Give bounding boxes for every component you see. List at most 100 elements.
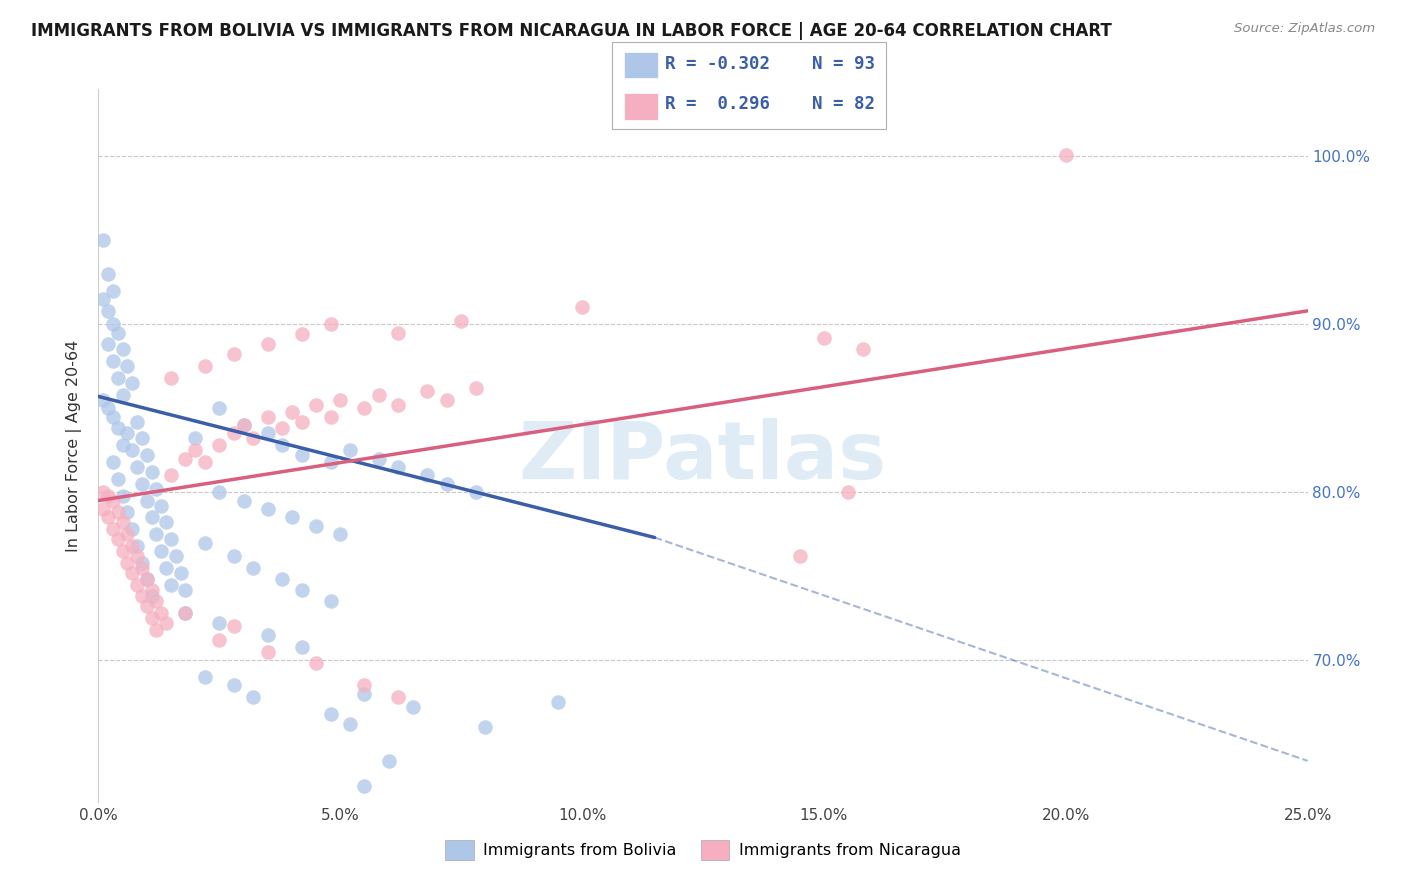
Point <box>474 720 496 734</box>
Point <box>319 409 342 424</box>
Point <box>402 700 425 714</box>
Point <box>150 499 173 513</box>
Point <box>91 502 114 516</box>
Point <box>329 527 352 541</box>
Point <box>121 443 143 458</box>
Point <box>131 432 153 446</box>
Point <box>290 327 312 342</box>
Point <box>174 582 197 597</box>
Point <box>256 337 278 351</box>
Point <box>145 482 167 496</box>
Point <box>141 611 163 625</box>
Point <box>305 518 328 533</box>
Point <box>242 690 264 704</box>
Point <box>174 606 197 620</box>
Point <box>97 337 120 351</box>
Point <box>145 527 167 541</box>
Point <box>242 432 264 446</box>
Point <box>131 476 153 491</box>
Point <box>290 448 312 462</box>
Point <box>121 566 143 580</box>
Point <box>194 455 217 469</box>
Point <box>111 388 134 402</box>
Point <box>160 532 183 546</box>
Point <box>436 476 458 491</box>
Point <box>101 493 124 508</box>
Point <box>339 717 361 731</box>
Point <box>141 465 163 479</box>
Point <box>117 505 139 519</box>
Point <box>242 560 264 574</box>
Point <box>339 443 361 458</box>
Point <box>194 535 217 549</box>
Point <box>464 485 486 500</box>
Point <box>117 426 139 441</box>
Point <box>97 401 120 416</box>
Point <box>208 616 231 631</box>
Point <box>141 582 163 597</box>
Point <box>121 539 143 553</box>
Point <box>222 347 245 361</box>
Point <box>184 443 207 458</box>
Point <box>387 398 409 412</box>
Point <box>135 493 157 508</box>
Point <box>107 472 129 486</box>
Point <box>353 678 375 692</box>
Point <box>208 438 231 452</box>
Point <box>97 303 120 318</box>
Point <box>387 326 409 340</box>
Point <box>131 556 153 570</box>
Point <box>319 318 342 332</box>
Point <box>91 233 114 247</box>
Point <box>165 549 187 563</box>
Point <box>174 606 197 620</box>
Point <box>107 532 129 546</box>
Point <box>111 544 134 558</box>
Point <box>117 359 139 374</box>
Point <box>97 510 120 524</box>
Point <box>141 510 163 524</box>
Point <box>111 343 134 357</box>
Point <box>97 267 120 281</box>
Point <box>222 678 245 692</box>
Point <box>256 426 278 441</box>
Point <box>184 432 207 446</box>
Point <box>91 292 114 306</box>
Point <box>416 468 439 483</box>
Point <box>155 560 177 574</box>
Point <box>450 314 472 328</box>
Point <box>547 695 569 709</box>
Point <box>353 687 375 701</box>
Point <box>837 485 859 500</box>
Point <box>127 549 149 563</box>
Point <box>256 409 278 424</box>
Point <box>789 549 811 563</box>
Point <box>160 371 183 385</box>
Point <box>222 549 245 563</box>
Point <box>121 522 143 536</box>
Point <box>329 392 352 407</box>
Point <box>101 455 124 469</box>
Point <box>91 485 114 500</box>
Point <box>813 331 835 345</box>
Point <box>97 489 120 503</box>
Point <box>169 566 191 580</box>
Point <box>121 376 143 390</box>
Point <box>127 539 149 553</box>
Text: IMMIGRANTS FROM BOLIVIA VS IMMIGRANTS FROM NICARAGUA IN LABOR FORCE | AGE 20-64 : IMMIGRANTS FROM BOLIVIA VS IMMIGRANTS FR… <box>31 22 1112 40</box>
Point <box>127 460 149 475</box>
Point <box>353 779 375 793</box>
Point <box>208 401 231 416</box>
Point <box>155 516 177 530</box>
Point <box>208 632 231 647</box>
Point <box>290 415 312 429</box>
Text: ZIPatlas: ZIPatlas <box>519 417 887 496</box>
Point <box>416 384 439 399</box>
Point <box>271 421 294 435</box>
Point <box>194 670 217 684</box>
Point <box>305 398 328 412</box>
Point <box>387 690 409 704</box>
Point <box>107 326 129 340</box>
Text: R =  0.296    N = 82: R = 0.296 N = 82 <box>665 95 875 113</box>
Point <box>135 599 157 614</box>
